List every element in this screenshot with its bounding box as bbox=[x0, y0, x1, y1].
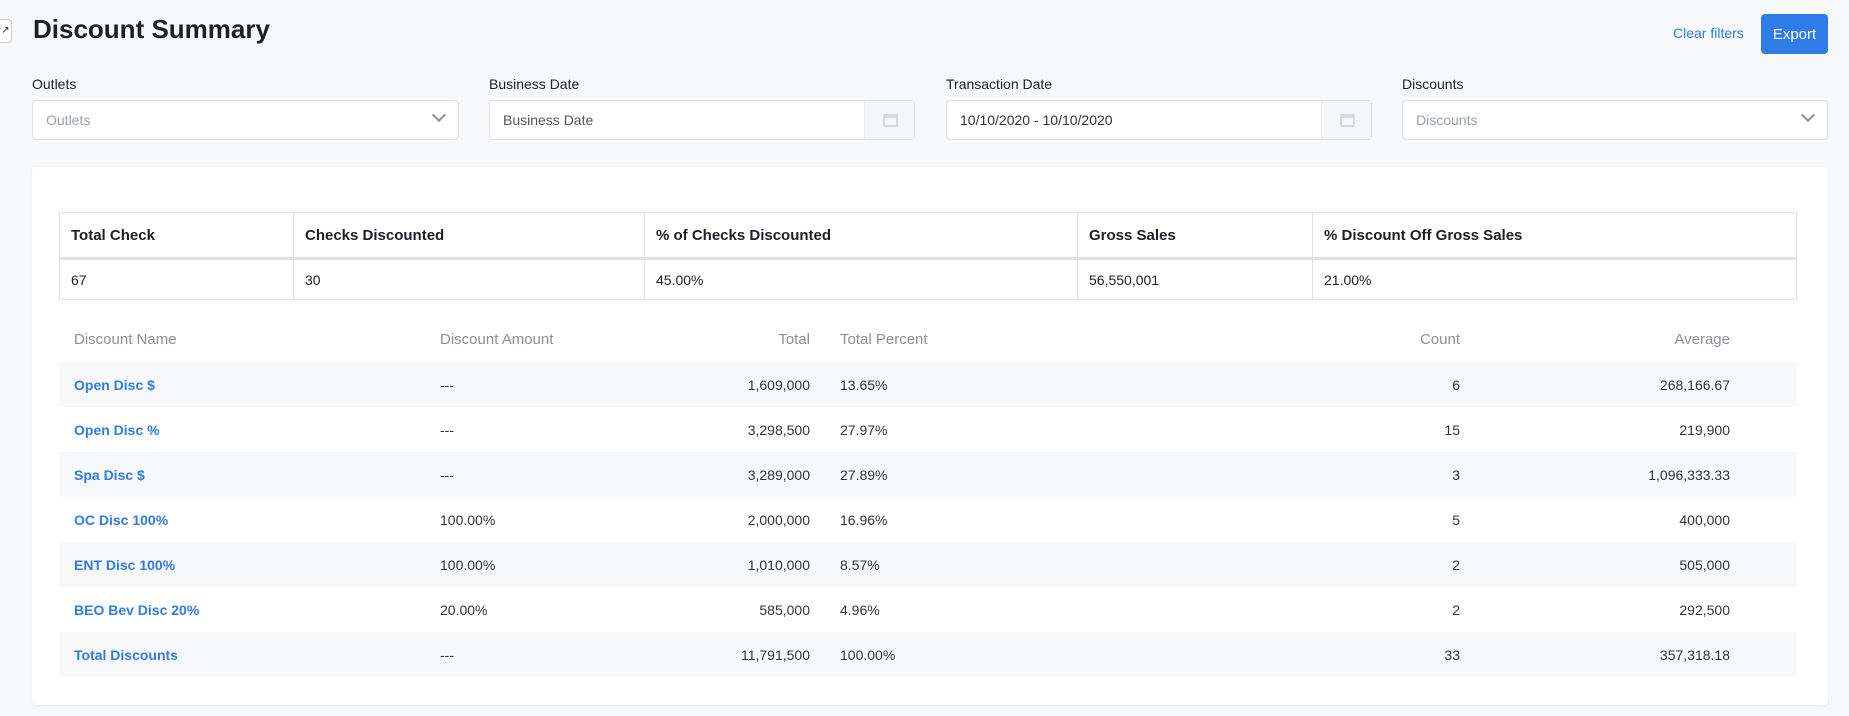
discount-name-link[interactable]: Total Discounts bbox=[59, 632, 425, 677]
external-link-icon[interactable]: ↗ bbox=[0, 19, 12, 43]
discount-amount: --- bbox=[440, 421, 454, 438]
discount-name-link[interactable]: Open Disc % bbox=[74, 421, 160, 438]
total: 2,000,000 bbox=[747, 511, 810, 528]
report-card: Total Check Checks Discounted % of Check… bbox=[32, 167, 1828, 705]
total-percent: 27.97% bbox=[840, 421, 888, 438]
column-header: Total Percent bbox=[840, 331, 928, 348]
count: 15 bbox=[1444, 421, 1460, 438]
column-header: Average bbox=[1674, 331, 1730, 348]
total-percent: 8.57% bbox=[825, 542, 1025, 587]
spacer bbox=[1745, 407, 1797, 452]
summary-header: Total Check bbox=[59, 212, 294, 260]
summary-value: 67 bbox=[59, 258, 294, 300]
summary-header: % of Checks Discounted bbox=[644, 212, 1078, 260]
average: 505,000 bbox=[1475, 542, 1745, 587]
discount-name-link[interactable]: OC Disc 100% bbox=[74, 511, 169, 528]
clear-filters-link[interactable]: Clear filters bbox=[1673, 25, 1744, 41]
spacer bbox=[1745, 497, 1797, 542]
summary-value: 21.00% bbox=[1312, 258, 1797, 300]
spacer bbox=[1745, 452, 1797, 497]
calendar-icon[interactable] bbox=[864, 101, 914, 139]
transaction-date-value: 10/10/2020 - 10/10/2020 bbox=[960, 112, 1113, 128]
discount-amount: --- bbox=[425, 452, 625, 497]
discount-amount: 100.00% bbox=[440, 511, 496, 528]
total: 1,609,000 bbox=[625, 362, 825, 407]
calendar-icon[interactable] bbox=[1321, 101, 1371, 139]
table-row: ENT Disc 100% 100.00% 1,010,000 8.57% 2 505,0… bbox=[59, 542, 1797, 587]
spacer bbox=[1745, 542, 1797, 587]
table-row: OC Disc 100% 100.00% 2,000,000 16.96% 5 400,0… bbox=[59, 497, 1797, 542]
average: 268,166.67 bbox=[1475, 362, 1745, 407]
spacer bbox=[1745, 632, 1797, 677]
outlets-placeholder: Outlets bbox=[46, 112, 91, 128]
spacer bbox=[1745, 587, 1797, 632]
summary-value-row: 67 30 45.00% 56,550,001 21.00% bbox=[59, 258, 1797, 300]
transaction-date-input[interactable]: 10/10/2020 - 10/10/2020 bbox=[946, 100, 1372, 140]
table-row: Spa Disc $ --- 3,289,000 27.89% 3 1,096,333.3… bbox=[59, 452, 1797, 497]
column-header: Discount Amount bbox=[440, 331, 554, 348]
count: 33 bbox=[1025, 632, 1475, 677]
discount-amount: 100.00% bbox=[425, 542, 625, 587]
business-date-label: Business Date bbox=[489, 76, 580, 92]
summary-header: % Discount Off Gross Sales bbox=[1312, 212, 1797, 260]
discounts-select[interactable]: Discounts bbox=[1402, 100, 1828, 140]
discount-name-link[interactable]: BEO Bev Disc 20% bbox=[74, 601, 200, 618]
summary-header-row: Total Check Checks Discounted % of Check… bbox=[59, 212, 1797, 260]
average: 1,096,333.33 bbox=[1475, 452, 1745, 497]
column-header: Discount Name bbox=[74, 331, 177, 348]
total: 3,289,000 bbox=[625, 452, 825, 497]
average: 219,900 bbox=[1679, 421, 1730, 438]
table-row: Open Disc % --- 3,298,500 27.97% 15 219,900 bbox=[59, 407, 1797, 452]
count: 5 bbox=[1452, 511, 1460, 528]
table-row: Open Disc $ --- 1,609,000 13.65% 6 268,166.67 bbox=[59, 362, 1797, 407]
outlets-label: Outlets bbox=[32, 76, 77, 92]
total-percent: 16.96% bbox=[840, 511, 888, 528]
spacer bbox=[1745, 317, 1797, 362]
summary-value: 56,550,001 bbox=[1077, 258, 1313, 300]
total: 1,010,000 bbox=[625, 542, 825, 587]
summary-header: Checks Discounted bbox=[293, 212, 645, 260]
chevron-down-icon bbox=[1800, 107, 1816, 123]
total: 585,000 bbox=[759, 601, 810, 618]
total-percent: 27.89% bbox=[825, 452, 1025, 497]
total-row: Total Discounts --- 11,791,500 100.00% 33 357… bbox=[59, 632, 1797, 677]
count: 2 bbox=[1452, 601, 1460, 618]
spacer bbox=[1745, 362, 1797, 407]
summary-value: 45.00% bbox=[644, 258, 1078, 300]
transaction-date-label: Transaction Date bbox=[946, 76, 1053, 92]
discount-amount: --- bbox=[425, 362, 625, 407]
discount-amount: 20.00% bbox=[440, 601, 488, 618]
column-header: Count bbox=[1419, 331, 1460, 348]
page-title: Discount Summary bbox=[33, 14, 270, 44]
summary-header: Gross Sales bbox=[1077, 212, 1313, 260]
discount-amount: --- bbox=[425, 632, 625, 677]
total: 3,298,500 bbox=[747, 421, 810, 438]
table-row: BEO Bev Disc 20% 20.00% 585,000 4.96% 2 292,5… bbox=[59, 587, 1797, 632]
column-header: Total bbox=[778, 331, 810, 348]
average: 357,318.18 bbox=[1475, 632, 1745, 677]
summary-table: Total Check Checks Discounted % of Check… bbox=[59, 212, 1797, 300]
business-date-placeholder: Business Date bbox=[503, 112, 594, 128]
count: 3 bbox=[1025, 452, 1475, 497]
summary-value: 30 bbox=[293, 258, 645, 300]
outlets-select[interactable]: Outlets bbox=[32, 100, 459, 140]
total-percent: 100.00% bbox=[825, 632, 1025, 677]
export-button[interactable]: Export bbox=[1761, 14, 1828, 54]
discount-name-link[interactable]: Open Disc $ bbox=[59, 362, 425, 407]
total-percent: 13.65% bbox=[825, 362, 1025, 407]
business-date-input[interactable]: Business Date bbox=[489, 100, 915, 140]
total: 11,791,500 bbox=[625, 632, 825, 677]
discounts-placeholder: Discounts bbox=[1416, 112, 1478, 128]
average: 292,500 bbox=[1679, 601, 1730, 618]
count: 2 bbox=[1025, 542, 1475, 587]
discounts-label: Discounts bbox=[1402, 76, 1464, 92]
discount-name-link[interactable]: ENT Disc 100% bbox=[59, 542, 425, 587]
discount-details-table: Discount Name Discount Amount Total Tota… bbox=[59, 317, 1797, 677]
average: 400,000 bbox=[1679, 511, 1730, 528]
count: 6 bbox=[1025, 362, 1475, 407]
total-percent: 4.96% bbox=[840, 601, 880, 618]
chevron-down-icon bbox=[431, 107, 447, 123]
details-header-row: Discount Name Discount Amount Total Tota… bbox=[59, 317, 1797, 362]
discount-name-link[interactable]: Spa Disc $ bbox=[59, 452, 425, 497]
